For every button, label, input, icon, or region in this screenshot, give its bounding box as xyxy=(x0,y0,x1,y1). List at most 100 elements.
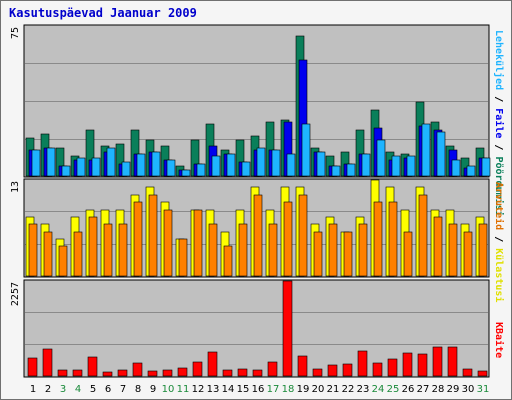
bar-kbytes-kbaite-day-4 xyxy=(72,369,83,377)
y-max-label-hits: 75 xyxy=(10,27,21,39)
bar-visits-arvuteid-day-5 xyxy=(88,216,98,277)
bar-hits-lehekljed-day-21 xyxy=(331,165,341,177)
x-tick-label-day-18: 18 xyxy=(282,384,295,395)
x-tick-label-day-13: 13 xyxy=(207,384,220,395)
bar-kbytes-kbaite-day-24 xyxy=(372,362,383,377)
bar-kbytes-kbaite-day-22 xyxy=(342,363,353,377)
x-tick-label-day-2: 2 xyxy=(45,384,51,395)
bar-visits-arvuteid-day-8 xyxy=(133,201,143,277)
legend-kbytes-panel: KBaite xyxy=(493,322,505,358)
bar-hits-lehekljed-day-15 xyxy=(241,161,251,177)
bar-hits-lehekljed-day-1 xyxy=(31,149,41,177)
bar-hits-lehekljed-day-25 xyxy=(391,155,401,177)
x-tick-label-day-21: 21 xyxy=(327,384,340,395)
bar-visits-arvuteid-day-1 xyxy=(28,223,38,277)
bar-kbytes-kbaite-day-23 xyxy=(357,350,368,377)
x-tick-label-day-5: 5 xyxy=(90,384,96,395)
x-tick-label-day-26: 26 xyxy=(402,384,415,395)
x-tick-label-day-15: 15 xyxy=(237,384,250,395)
bar-kbytes-kbaite-day-25 xyxy=(387,358,398,377)
bar-kbytes-kbaite-day-5 xyxy=(87,356,98,377)
bar-kbytes-kbaite-day-12 xyxy=(192,361,203,377)
bar-hits-lehekljed-day-2 xyxy=(46,147,56,177)
bar-kbytes-kbaite-day-15 xyxy=(237,368,248,377)
bar-visits-arvuteid-day-20 xyxy=(313,231,323,277)
bar-visits-arvuteid-day-30 xyxy=(463,231,473,277)
x-tick-label-day-8: 8 xyxy=(135,384,141,395)
bar-kbytes-kbaite-day-20 xyxy=(312,368,323,377)
bar-kbytes-kbaite-day-6 xyxy=(102,371,113,377)
bar-kbytes-kbaite-day-30 xyxy=(462,368,473,377)
bar-hits-lehekljed-day-31 xyxy=(481,157,491,177)
x-tick-label-day-7: 7 xyxy=(120,384,126,395)
x-tick-label-day-25: 25 xyxy=(387,384,400,395)
bar-visits-arvuteid-day-27 xyxy=(418,194,428,277)
legend-visits: Külastusi xyxy=(493,248,505,302)
bar-kbytes-kbaite-day-14 xyxy=(222,369,233,377)
x-tick-label-day-10: 10 xyxy=(162,384,175,395)
bar-visits-arvuteid-day-15 xyxy=(238,223,248,277)
x-tick-label-day-28: 28 xyxy=(432,384,445,395)
bar-visits-arvuteid-day-23 xyxy=(358,223,368,277)
bar-visits-arvuteid-day-19 xyxy=(298,194,308,277)
bar-visits-arvuteid-day-3 xyxy=(58,245,68,277)
bar-visits-arvuteid-day-11 xyxy=(178,238,188,277)
bar-visits-arvuteid-day-28 xyxy=(433,216,443,277)
x-tick-label-day-19: 19 xyxy=(297,384,310,395)
bar-hits-lehekljed-day-18 xyxy=(286,153,296,177)
bar-visits-arvuteid-day-10 xyxy=(163,209,173,277)
x-tick-label-day-17: 17 xyxy=(267,384,280,395)
bar-kbytes-kbaite-day-7 xyxy=(117,369,128,377)
legend-kbytes: KBaite xyxy=(493,322,505,358)
bar-kbytes-kbaite-day-8 xyxy=(132,362,143,377)
bar-visits-arvuteid-day-31 xyxy=(478,223,488,277)
legend-hosts: Arvuteid xyxy=(493,182,505,230)
bar-visits-arvuteid-day-16 xyxy=(253,194,263,277)
x-tick-label-day-30: 30 xyxy=(462,384,475,395)
bar-hits-lehekljed-day-27 xyxy=(421,123,431,177)
bar-hits-lehekljed-day-14 xyxy=(226,153,236,177)
bar-hits-lehekljed-day-23 xyxy=(361,153,371,177)
x-tick-label-day-24: 24 xyxy=(372,384,385,395)
x-tick-label-day-22: 22 xyxy=(342,384,355,395)
legend-pages: Leheküljed xyxy=(493,30,505,90)
bar-visits-arvuteid-day-6 xyxy=(103,223,113,277)
bar-visits-arvuteid-day-17 xyxy=(268,223,278,277)
bar-kbytes-kbaite-day-1 xyxy=(27,357,38,377)
bar-hits-lehekljed-day-16 xyxy=(256,147,266,177)
bar-hits-lehekljed-day-24 xyxy=(376,139,386,177)
y-max-label-visits: 13 xyxy=(10,181,21,193)
x-tick-label-day-3: 3 xyxy=(60,384,66,395)
bar-visits-arvuteid-day-7 xyxy=(118,223,128,277)
y-max-label-kbytes: 2257 xyxy=(10,282,21,306)
bar-visits-arvuteid-day-29 xyxy=(448,223,458,277)
bar-hits-lehekljed-day-9 xyxy=(151,151,161,177)
bar-kbytes-kbaite-day-16 xyxy=(252,369,263,377)
x-tick-label-day-29: 29 xyxy=(447,384,460,395)
bar-kbytes-kbaite-day-21 xyxy=(327,364,338,377)
bar-hits-lehekljed-day-8 xyxy=(136,153,146,177)
bar-visits-arvuteid-day-9 xyxy=(148,194,158,277)
legend-sep: / xyxy=(493,230,504,248)
bar-kbytes-kbaite-day-13 xyxy=(207,351,218,377)
bar-visits-arvuteid-day-22 xyxy=(343,231,353,277)
bar-visits-arvuteid-day-21 xyxy=(328,223,338,277)
bar-hits-lehekljed-day-26 xyxy=(406,155,416,177)
bar-visits-arvuteid-day-25 xyxy=(388,201,398,277)
bar-kbytes-kbaite-day-29 xyxy=(447,346,458,377)
x-tick-label-day-11: 11 xyxy=(177,384,190,395)
bar-hits-lehekljed-day-13 xyxy=(211,155,221,177)
legend-hits-panel: Leheküljed / Faile / Pöördumisi xyxy=(493,30,505,217)
x-tick-label-day-20: 20 xyxy=(312,384,325,395)
bar-kbytes-kbaite-day-10 xyxy=(162,369,173,377)
bar-kbytes-kbaite-day-28 xyxy=(432,346,443,377)
bar-visits-arvuteid-day-14 xyxy=(223,245,233,277)
bar-hits-lehekljed-day-17 xyxy=(271,149,281,177)
bar-kbytes-kbaite-day-18 xyxy=(282,280,293,377)
bar-kbytes-kbaite-day-27 xyxy=(417,353,428,377)
legend-hits: Pöördumisi xyxy=(493,156,505,216)
bar-hits-lehekljed-day-30 xyxy=(466,165,476,177)
x-tick-label-day-6: 6 xyxy=(105,384,111,395)
x-tick-label-day-1: 1 xyxy=(30,384,36,395)
